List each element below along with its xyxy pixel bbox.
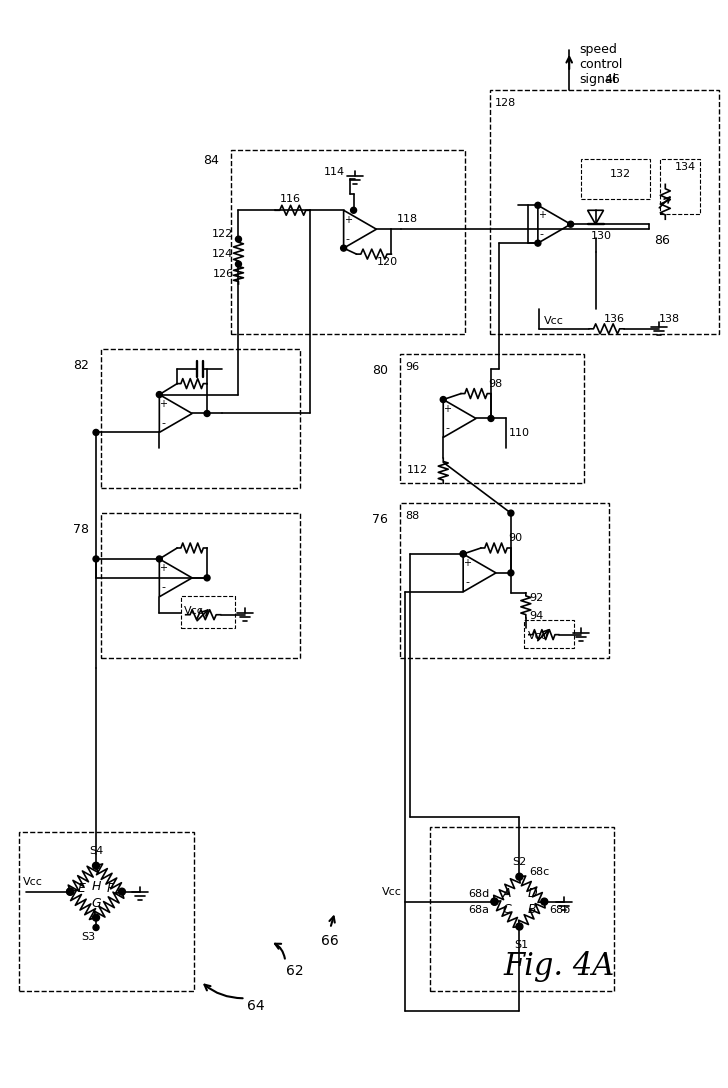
Text: 66: 66 <box>321 935 339 949</box>
Text: 132: 132 <box>610 170 631 180</box>
Text: -: - <box>465 578 469 588</box>
Circle shape <box>92 914 100 922</box>
Text: 68c: 68c <box>529 867 550 877</box>
Circle shape <box>535 202 541 208</box>
Circle shape <box>460 551 466 557</box>
Text: +: + <box>443 404 451 415</box>
Circle shape <box>541 898 547 905</box>
Text: 122: 122 <box>213 230 234 239</box>
Circle shape <box>157 556 162 561</box>
Text: Vcc: Vcc <box>528 631 547 641</box>
Text: 118: 118 <box>396 214 417 224</box>
Text: S2: S2 <box>513 856 526 867</box>
Text: +: + <box>159 564 167 573</box>
Text: 80: 80 <box>372 363 388 376</box>
Circle shape <box>491 898 498 905</box>
Circle shape <box>508 510 514 516</box>
Circle shape <box>351 208 357 213</box>
Text: 136: 136 <box>604 313 625 324</box>
Circle shape <box>508 570 514 576</box>
Text: +: + <box>159 399 167 409</box>
Text: 82: 82 <box>74 359 89 372</box>
Circle shape <box>568 221 574 227</box>
Text: Vcc: Vcc <box>545 316 564 325</box>
Circle shape <box>92 863 100 869</box>
Text: 110: 110 <box>509 429 530 438</box>
Circle shape <box>440 396 446 403</box>
Text: -: - <box>540 228 544 238</box>
Text: 68b: 68b <box>550 904 571 915</box>
Circle shape <box>235 236 242 243</box>
Text: 116: 116 <box>280 195 301 205</box>
Text: 124: 124 <box>213 249 234 259</box>
Text: 126: 126 <box>213 269 234 279</box>
Text: H: H <box>91 880 100 893</box>
Text: 96: 96 <box>405 361 419 372</box>
Circle shape <box>491 898 498 905</box>
Circle shape <box>157 392 162 397</box>
Text: 78: 78 <box>73 523 89 536</box>
Circle shape <box>516 874 523 880</box>
Text: 128: 128 <box>494 98 515 108</box>
Circle shape <box>204 574 210 581</box>
Text: 92: 92 <box>529 593 543 603</box>
Circle shape <box>460 551 466 557</box>
Text: Vcc: Vcc <box>183 606 204 616</box>
Circle shape <box>93 556 99 561</box>
Circle shape <box>67 888 74 895</box>
Text: C: C <box>502 903 511 916</box>
Text: -: - <box>346 234 349 244</box>
Text: 64: 64 <box>247 999 264 1013</box>
Text: 68a: 68a <box>469 904 489 915</box>
Text: 76: 76 <box>372 514 388 527</box>
Circle shape <box>93 925 99 930</box>
Text: Vcc: Vcc <box>23 877 43 887</box>
Text: 112: 112 <box>407 466 428 475</box>
Circle shape <box>67 888 74 895</box>
Text: 134: 134 <box>675 162 696 173</box>
Text: 94: 94 <box>529 610 543 621</box>
Polygon shape <box>587 210 604 224</box>
Text: S3: S3 <box>81 931 95 941</box>
Text: 138: 138 <box>659 313 680 324</box>
Text: 130: 130 <box>590 231 612 242</box>
Text: 120: 120 <box>376 257 397 267</box>
Text: E: E <box>78 882 86 895</box>
Text: 88: 88 <box>405 511 419 521</box>
Text: +: + <box>463 558 471 568</box>
Text: D: D <box>528 887 537 900</box>
Text: 114: 114 <box>324 168 345 177</box>
Text: G: G <box>91 898 101 911</box>
Text: -: - <box>162 582 165 592</box>
Text: A: A <box>502 887 511 900</box>
Text: B: B <box>528 903 537 916</box>
Circle shape <box>235 261 242 267</box>
Circle shape <box>93 430 99 435</box>
Text: 46: 46 <box>604 73 620 86</box>
Text: 68d: 68d <box>468 889 489 899</box>
Text: +: + <box>344 214 352 225</box>
Text: 84: 84 <box>202 154 218 168</box>
Text: 86: 86 <box>654 234 670 247</box>
Circle shape <box>204 410 210 417</box>
Text: -: - <box>162 418 165 428</box>
Circle shape <box>535 240 541 246</box>
Circle shape <box>341 245 347 251</box>
Text: S4: S4 <box>89 845 103 856</box>
Text: Fig. 4A: Fig. 4A <box>504 951 615 981</box>
Circle shape <box>516 923 523 930</box>
Text: 62: 62 <box>286 964 304 978</box>
Text: 98: 98 <box>488 379 502 388</box>
Text: +: + <box>538 210 546 220</box>
Circle shape <box>488 416 494 421</box>
Text: speed
control
signal: speed control signal <box>579 44 622 86</box>
Text: S1: S1 <box>515 940 529 951</box>
Circle shape <box>119 888 125 895</box>
Text: -: - <box>446 423 449 433</box>
Text: F: F <box>106 882 114 895</box>
Text: Vcc: Vcc <box>382 887 402 897</box>
Text: 90: 90 <box>508 533 522 543</box>
